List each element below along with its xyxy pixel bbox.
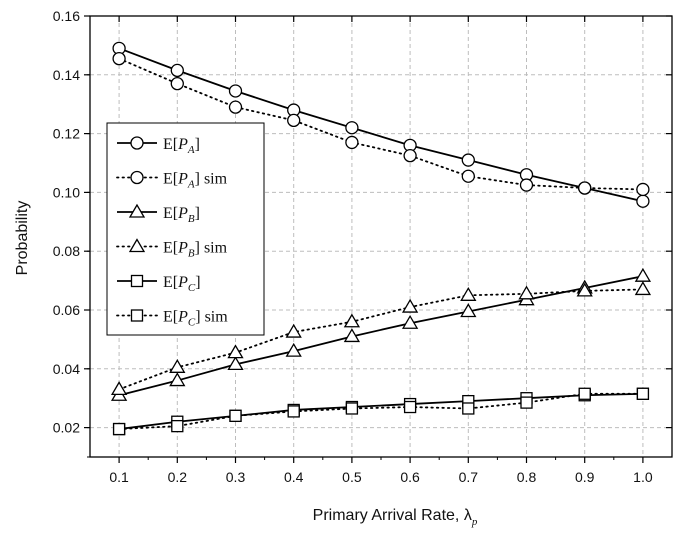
series-3 [110,281,652,396]
axis-titles: Primary Arrival Rate, λp Probability [14,201,478,528]
data-point-circle [403,148,417,163]
legend-label: E[PB] sim [163,240,228,260]
data-point-square [403,400,417,414]
data-point-triangle [227,356,244,371]
data-point-square [636,387,650,400]
data-point-circle [636,194,650,208]
data-point-circle [461,169,475,183]
data-point-triangle [518,285,535,300]
legend-label: E[PA] sim [163,171,228,191]
data-point-circle [112,51,126,66]
data-point-triangle [227,344,244,359]
data-point-triangle [401,298,419,313]
x-tick-label: 0.8 [517,469,537,485]
x-tick-label: 0.1 [109,469,129,485]
legend-entry: E[PA] sim [116,170,228,191]
data-point-triangle [460,287,477,301]
data-point-triangle [401,314,419,329]
legend-entry: E[PC] [117,274,201,294]
x-tick-label: 0.2 [168,469,188,485]
y-tick-label: 0.08 [53,243,80,259]
series-line [118,47,644,203]
legend-marker-circle [130,136,144,150]
y-tick-label: 0.14 [53,67,80,83]
data-point-square [345,402,359,415]
data-point-square [287,405,300,418]
data-point-square [578,387,591,400]
legend-marker-square [130,274,144,288]
data-point-square [112,422,126,436]
y-tick-label: 0.06 [53,302,80,318]
y-tick-label: 0.02 [53,420,80,436]
x-tick-label: 0.3 [226,469,246,485]
data-point-circle [345,121,359,135]
plot-series [110,41,652,436]
data-point-circle [578,181,592,195]
y-tick-label: 0.04 [53,361,80,377]
data-point-triangle [343,313,361,328]
legend-marker-triangle [128,203,146,218]
data-point-square [171,419,184,433]
y-tick-label: 0.10 [53,184,80,200]
data-point-triangle [110,381,128,396]
data-point-square [462,402,475,415]
x-tick-label: 0.5 [342,469,362,485]
legend-box [106,122,265,336]
legend-label: E[PC] sim [163,309,228,329]
legend-marker-triangle [128,238,146,253]
y-axis-title: Probability [14,201,31,276]
legend: E[PA] E[PA] sim E[PB] E[PB] sim E[PC] E[PC] s… [106,122,265,336]
legend-label: E[PA] [163,136,200,156]
data-point-circle [228,84,243,98]
x-axis-title: Primary Arrival Rate, λp [313,507,478,528]
data-point-triangle [169,372,186,387]
data-point-triangle [285,342,302,357]
data-point-triangle [634,267,652,282]
data-point-triangle [576,282,593,297]
data-point-circle [461,153,475,167]
x-tick-label: 0.4 [284,469,304,485]
y-tick-label: 0.16 [53,8,80,24]
x-tick-label: 0.9 [575,469,595,485]
x-tick-label: 0.6 [400,469,420,485]
series-line [118,392,643,430]
series-1 [112,51,650,197]
legend-marker-circle [130,170,144,185]
data-point-circle [170,63,184,78]
data-point-triangle [343,328,361,343]
legend-entry: E[PB] [117,203,200,225]
axes: 0.1 0.2 0.3 0.4 0.5 0.6 0.7 0.8 0.9 1.0 0.02 0.04 0.… [53,8,673,485]
data-point-triangle [460,303,477,318]
data-point-triangle [634,281,652,296]
legend-label: E[PC] [163,274,201,294]
series-line [118,275,644,397]
legend-entry: E[PC] sim [116,309,228,329]
data-point-triangle [169,359,186,373]
data-point-circle [287,113,301,128]
data-point-circle [228,100,243,114]
series-5 [112,387,650,436]
data-point-triangle [285,323,302,338]
series-line [118,57,644,191]
x-tick-label: 0.7 [459,469,479,485]
grid [90,15,672,457]
legend-label: E[PB] [163,205,200,225]
data-point-circle [345,135,359,150]
x-tick-label: 1.0 [633,469,653,485]
legend-marker-square [130,309,144,322]
data-point-circle [170,76,184,91]
data-point-circle [636,182,650,197]
series-line [118,392,644,430]
legend-entry: E[PA] [117,136,200,156]
data-point-circle [519,178,534,192]
y-tick-label: 0.12 [53,126,80,142]
data-point-square [229,409,242,422]
data-point-square [520,396,533,409]
legend-entry: E[PB] sim [116,238,228,260]
